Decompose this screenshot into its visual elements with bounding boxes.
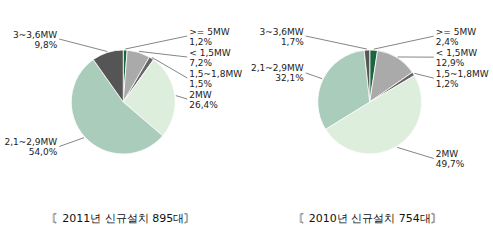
value-label: 1,2% (189, 37, 212, 47)
value-label: 2,4% (436, 37, 459, 47)
slice-label: < 1,5MW (189, 48, 230, 58)
leader-line (176, 96, 187, 99)
leader-line (139, 51, 187, 57)
leader-line (414, 73, 433, 78)
leader-line (398, 56, 434, 57)
leader-line (59, 138, 84, 147)
leader-line (59, 39, 107, 51)
slice-label: < 1,5MW (436, 48, 477, 58)
slice-label: 2,1~2,9MW (4, 137, 57, 147)
value-label: 26,4% (189, 100, 218, 110)
pie-slice (93, 50, 123, 102)
chart-svg: >= 5MW1,2%< 1,5MW7,2%1,5~1,8MW1,5%2MW26,… (0, 0, 493, 231)
chart-container: >= 5MW1,2%< 1,5MW7,2%1,5~1,8MW1,5%2MW26,… (0, 0, 493, 231)
leader-line (306, 73, 322, 79)
value-label: 1,2% (436, 79, 459, 89)
leader-line (152, 58, 187, 79)
leader-line (397, 147, 434, 158)
slice-label: 2,1~2,9MW (251, 63, 304, 73)
slice-label: 2MW (436, 149, 458, 159)
slice-label: >= 5MW (189, 27, 229, 37)
chart-title: 〘2010년 신규설치 754대〙 (298, 212, 442, 225)
value-label: 7,2% (189, 58, 212, 68)
value-label: 9,8% (34, 40, 57, 50)
slice-label: 1,5~1,8MW (436, 69, 489, 79)
slice-label: 2MW (189, 90, 211, 100)
leader-line (374, 36, 434, 49)
slice-label: 1,5~1,8MW (189, 69, 242, 79)
pie-chart: >= 5MW1,2%< 1,5MW7,2%1,5~1,8MW1,5%2MW26,… (4, 27, 242, 225)
pie-slice (364, 50, 370, 102)
value-label: 32,1% (275, 73, 304, 83)
slice-label: 3~3,6MW (260, 27, 304, 37)
chart-title: 〘2011년 신규설치 895대〙 (51, 212, 195, 225)
pie-slice (318, 50, 370, 129)
pie-chart: >= 5MW2,4%< 1,5MW12,9%1,5~1,8MW1,2% 2MW49… (251, 27, 489, 225)
slice-label: 3~3,6MW (13, 30, 57, 40)
value-label: 54,0% (29, 147, 58, 157)
leader-line (125, 36, 187, 49)
value-label: 1,7% (281, 37, 304, 47)
background (0, 0, 493, 231)
value-label: 12,9% (436, 58, 465, 68)
value-label: 49,7% (436, 159, 465, 169)
slice-label: >= 5MW (436, 27, 476, 37)
leader-line (306, 36, 367, 49)
value-label: 1,5% (189, 79, 212, 89)
